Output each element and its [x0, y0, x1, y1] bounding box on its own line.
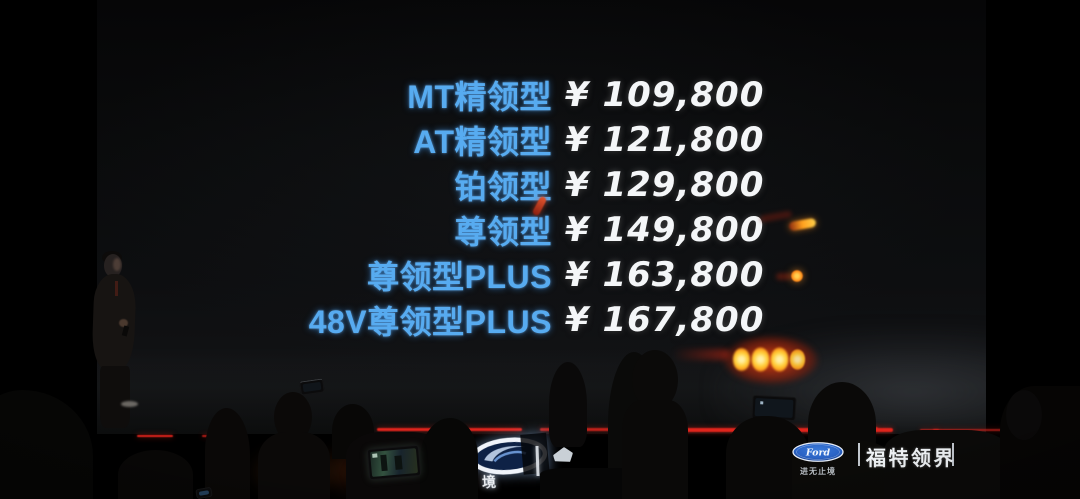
audience-silhouette [622, 400, 688, 499]
audience-head [420, 418, 478, 499]
price-row: 尊领型 ¥ 149,800 [160, 207, 764, 252]
audience-silhouette [258, 432, 330, 499]
trim-label: MT精领型 [407, 79, 552, 115]
light-streak [788, 217, 817, 232]
phone-screen [369, 448, 419, 477]
trim-label: 尊领型PLUS [367, 259, 552, 295]
price-list: MT精领型 ¥ 109,800 AT精领型 ¥ 121,800 铂领型 ¥ 12… [160, 72, 764, 342]
phone-screen [198, 490, 210, 496]
phone-screen [754, 398, 794, 418]
tail-light-bulb [770, 347, 789, 372]
trim-label: 48V尊领型PLUS [308, 304, 552, 340]
presenter-shoe [121, 401, 138, 407]
phone-screen [302, 381, 322, 393]
price-row: AT精领型 ¥ 121,800 [160, 117, 764, 162]
separator-bar [858, 443, 860, 466]
car-tail-light [724, 336, 818, 384]
tail-light-trail [672, 349, 730, 360]
ford-slogan: 进无止境 [800, 467, 836, 476]
presenter-silhouette [90, 246, 165, 438]
presenter-tie [115, 281, 118, 296]
filming-phone [366, 444, 422, 481]
price-value: ¥ 121,800 [565, 120, 765, 160]
occluded-text-fragment [553, 447, 573, 462]
price-row: MT精领型 ¥ 109,800 [160, 72, 764, 117]
price-row: 尊领型PLUS ¥ 163,800 [160, 252, 764, 297]
price-value: ¥ 129,800 [565, 165, 765, 205]
audience-silhouette [0, 390, 93, 499]
model-name: 福特领界 [866, 448, 956, 470]
light-streak-tail [759, 210, 793, 223]
audience-silhouette [549, 362, 587, 447]
tail-light-bulb [751, 347, 770, 372]
trim-label: AT精领型 [413, 124, 552, 160]
price-row: 铂领型 ¥ 129,800 [160, 162, 764, 207]
price-value: ¥ 167,800 [565, 300, 765, 340]
audience-silhouette [205, 408, 250, 499]
price-value: ¥ 109,800 [565, 75, 765, 115]
projection-screen: MT精领型 ¥ 109,800 AT精领型 ¥ 121,800 铂领型 ¥ 12… [97, 0, 986, 434]
tail-light-bulb [789, 349, 806, 370]
price-value: ¥ 163,800 [565, 255, 765, 295]
light-dot [791, 270, 803, 282]
presenter-legs [100, 366, 130, 428]
price-row: 48V尊领型PLUS ¥ 167,800 [160, 297, 764, 342]
presenter-suit [91, 273, 137, 371]
audience-head [1006, 390, 1042, 440]
audience-silhouette [118, 450, 193, 499]
separator-bar [952, 443, 954, 466]
presenter-face [113, 258, 121, 271]
brand-watermark: Ford 进无止境 福特领界 [788, 438, 973, 486]
light-streak-tail [776, 273, 792, 280]
ford-logo-text: Ford [805, 448, 831, 459]
tail-light-bulb [733, 348, 750, 371]
ford-logo: Ford [792, 442, 844, 462]
price-value: ¥ 149,800 [565, 210, 765, 250]
